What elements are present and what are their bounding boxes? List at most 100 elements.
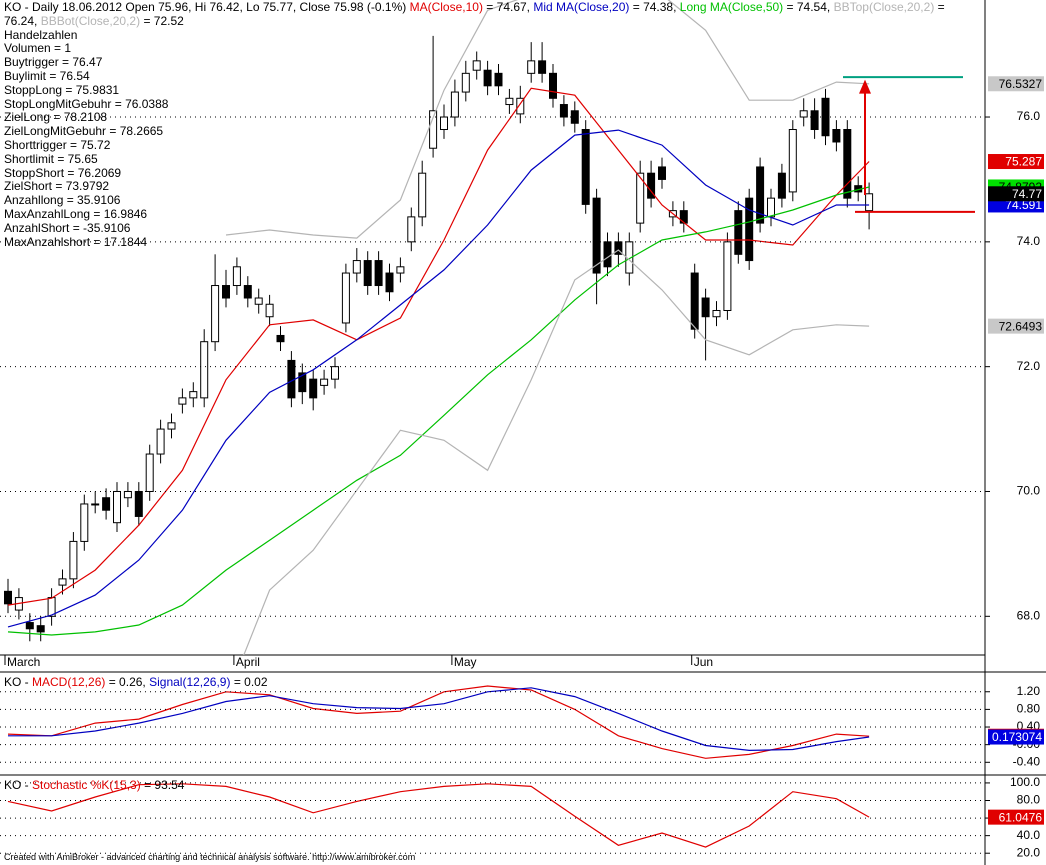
header-text: KO - bbox=[4, 778, 29, 792]
candle-body bbox=[222, 285, 230, 299]
legend-name: Stochastic %K(15,3) bbox=[32, 778, 141, 792]
candle-body bbox=[516, 97, 525, 115]
series-line bbox=[7, 87, 870, 606]
candle-body bbox=[352, 260, 361, 274]
x-tick-label: April bbox=[236, 655, 260, 669]
candle-body bbox=[331, 366, 339, 380]
info-line: StopLongMitGebuhr = 76.0388 bbox=[4, 96, 169, 111]
candle-body bbox=[145, 453, 154, 492]
candle-body bbox=[723, 241, 732, 311]
y-tick-label: 80.0 bbox=[1017, 793, 1041, 807]
value-tag-label: 75.287 bbox=[1005, 155, 1042, 169]
candle-body bbox=[472, 60, 481, 71]
info-line: MaxAnzahlLong = 16.9846 bbox=[4, 206, 148, 221]
candle-body bbox=[658, 166, 666, 180]
x-tick-label: May bbox=[454, 655, 477, 669]
panel-header: KO - MACD(12,26) = 0.26, Signal(12,26,9)… bbox=[4, 675, 268, 690]
candle-body bbox=[461, 72, 470, 93]
y-tick-label: 100.0 bbox=[1010, 775, 1040, 789]
y-tick-label: 74.0 bbox=[1017, 234, 1041, 248]
info-line: ZielShort = 73.9792 bbox=[4, 179, 110, 194]
candle-body bbox=[843, 129, 852, 199]
legend-name: Signal(12,26,9) bbox=[149, 675, 231, 689]
candle-body bbox=[102, 497, 111, 511]
candle-body bbox=[636, 172, 645, 224]
legend-value: = 0.02 bbox=[233, 675, 268, 689]
candle-body bbox=[276, 334, 285, 343]
candle-body bbox=[429, 110, 438, 149]
value-tag bbox=[988, 186, 1044, 202]
candle-body bbox=[647, 172, 656, 199]
candle-body bbox=[701, 297, 710, 318]
candle-body bbox=[505, 97, 514, 106]
candle-body bbox=[69, 540, 78, 580]
candle-body bbox=[113, 490, 121, 524]
legend-name: Mid MA(Close,20) bbox=[533, 0, 630, 14]
y-tick-label: 72.0 bbox=[1017, 359, 1041, 373]
series-line bbox=[7, 685, 870, 759]
info-line: Volumen = 1 bbox=[4, 41, 72, 56]
candle-body bbox=[320, 378, 329, 386]
legend-value: = 74.67, bbox=[486, 0, 531, 14]
candle-body bbox=[385, 272, 394, 293]
legend-name: MACD(12,26) bbox=[32, 675, 106, 689]
legend-name: BBBot(Close,20,2) bbox=[40, 13, 141, 28]
candle-body bbox=[832, 129, 841, 143]
info-line: Buylimit = 76.54 bbox=[4, 68, 90, 83]
value-tag bbox=[988, 809, 1044, 825]
x-tick-label: Jun bbox=[694, 655, 713, 669]
value-tag-label: 76.5327 bbox=[999, 77, 1043, 91]
info-line: Buytrigger = 76.47 bbox=[4, 55, 103, 70]
candle-body bbox=[810, 110, 819, 131]
info-line: Shorttrigger = 75.72 bbox=[4, 137, 111, 152]
plot-area bbox=[4, 0, 874, 655]
header-text: KO - Daily 18.06.2012 Open 75.96, Hi 76.… bbox=[4, 0, 407, 14]
candle-body bbox=[538, 60, 547, 74]
candle-body bbox=[549, 72, 557, 99]
candle-body bbox=[298, 372, 307, 393]
info-line: ZielLong = 78.2108 bbox=[4, 110, 108, 125]
candle-body bbox=[559, 104, 568, 118]
value-tag bbox=[988, 318, 1044, 334]
info-line: MaxAnzahlshort = 17.1844 bbox=[4, 234, 148, 249]
legend-value: = 76.24, bbox=[4, 0, 945, 28]
candle-body bbox=[4, 590, 12, 605]
legend-value: = 72.52 bbox=[143, 13, 184, 28]
panel-header: KO - Stochastic %K(15,3) = 93.54 bbox=[4, 778, 185, 793]
value-tag bbox=[988, 729, 1044, 745]
candle-body bbox=[527, 60, 536, 74]
series-line bbox=[8, 687, 870, 752]
candle-body bbox=[614, 241, 623, 255]
candle-body bbox=[232, 266, 241, 287]
value-tag-label: 0.173074 bbox=[992, 730, 1042, 744]
info-line: AnzahlShort = -35.9106 bbox=[4, 220, 131, 235]
legend-name: BBTop(Close,20,2) bbox=[833, 0, 935, 14]
candle-body bbox=[603, 241, 612, 268]
info-line: ZielLongMitGebuhr = 78.2665 bbox=[4, 124, 164, 139]
candle-body bbox=[243, 285, 252, 299]
candle-body bbox=[58, 578, 67, 586]
series-line bbox=[7, 129, 870, 628]
legend-value: = 74.38, bbox=[632, 0, 677, 14]
value-tag-label: 72.6493 bbox=[999, 319, 1043, 333]
candle-body bbox=[25, 622, 34, 630]
candle-body bbox=[570, 110, 579, 124]
candle-body bbox=[396, 266, 405, 274]
candle-body bbox=[211, 285, 220, 343]
y-tick-label: 0.80 bbox=[1017, 702, 1041, 716]
y-tick-label: 20.0 bbox=[1017, 845, 1041, 859]
candle-body bbox=[712, 309, 721, 318]
candle-body bbox=[374, 260, 383, 287]
candle-body bbox=[254, 297, 263, 305]
y-tick-label: -0.40 bbox=[1013, 754, 1041, 768]
value-tag-label: 74.591 bbox=[1005, 198, 1042, 212]
legend-value: = 93.54 bbox=[144, 778, 185, 792]
info-line: StoppShort = 76.2069 bbox=[4, 165, 122, 180]
legend-name: MA(Close,10) bbox=[409, 0, 483, 14]
plot-area bbox=[7, 685, 870, 759]
candle-body bbox=[494, 72, 503, 87]
info-line: Shortlimit = 75.65 bbox=[4, 151, 98, 166]
candle-body bbox=[178, 397, 187, 405]
y-tick-label: 68.0 bbox=[1017, 608, 1041, 622]
